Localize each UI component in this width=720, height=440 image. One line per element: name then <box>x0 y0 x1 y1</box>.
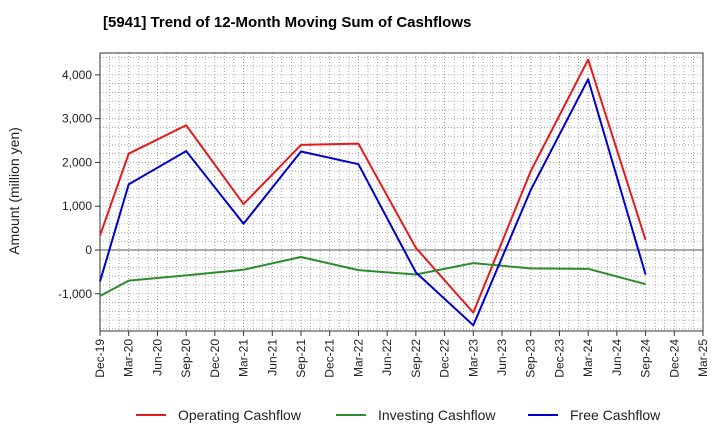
x-tick-label: Mar-23 <box>466 339 480 377</box>
plot-frame <box>99 52 704 332</box>
y-tick-label: -1,000 <box>58 287 92 301</box>
y-tick-label: 3,000 <box>62 112 92 126</box>
x-tick-label: Sep-23 <box>524 339 538 378</box>
y-tick-label: 4,000 <box>62 68 92 82</box>
x-tick-label: Sep-24 <box>639 339 653 378</box>
x-tick-label: Dec-21 <box>323 339 337 378</box>
y-tick-label: 0 <box>85 243 92 257</box>
axes: -1,000 0 1,000 2,000 3,000 4,000 Dec-19 Mar-20 J… <box>58 52 710 378</box>
x-tick-label: Dec-22 <box>438 339 452 378</box>
x-tick-label: Jun-23 <box>495 339 509 376</box>
x-tick-label: Mar-25 <box>696 339 710 377</box>
chart-title: [5941] Trend of 12-Month Moving Sum of C… <box>103 14 472 31</box>
x-tick-label: Dec-20 <box>208 339 222 378</box>
series-line-1 <box>99 58 647 314</box>
x-tick-label: Mar-22 <box>351 339 365 377</box>
x-tick-label: Mar-21 <box>237 339 251 377</box>
x-tick-label: Dec-24 <box>667 339 681 378</box>
series-line-3 <box>99 78 647 327</box>
x-tick-label: Sep-21 <box>294 339 308 378</box>
x-tick-label: Dec-19 <box>93 339 107 378</box>
x-tick-label: Sep-22 <box>409 339 423 378</box>
grid <box>100 53 703 331</box>
y-tick-label: 1,000 <box>62 199 92 213</box>
x-tick-label: Jun-21 <box>265 339 279 376</box>
x-tick-label: Mar-20 <box>122 339 136 377</box>
legend-label-1: Operating Cashflow <box>178 407 302 423</box>
x-tick-label: Jun-24 <box>610 339 624 376</box>
legend: Operating Cashflow Investing Cashflow Free… <box>136 407 661 423</box>
series-lines <box>99 58 647 327</box>
x-tick-label: Jun-22 <box>380 339 394 376</box>
series-line-2 <box>99 256 646 297</box>
y-tick-label: 2,000 <box>62 155 92 169</box>
x-tick-label: Jun-20 <box>150 339 164 376</box>
x-tick-label: Dec-23 <box>552 339 566 378</box>
plot-area <box>100 53 703 331</box>
legend-label-3: Free Cashflow <box>570 407 661 423</box>
x-tick-label: Mar-24 <box>581 339 595 377</box>
legend-label-2: Investing Cashflow <box>378 407 496 423</box>
y-axis-label: Amount (million yen) <box>6 127 22 255</box>
x-tick-label: Sep-20 <box>179 339 193 378</box>
